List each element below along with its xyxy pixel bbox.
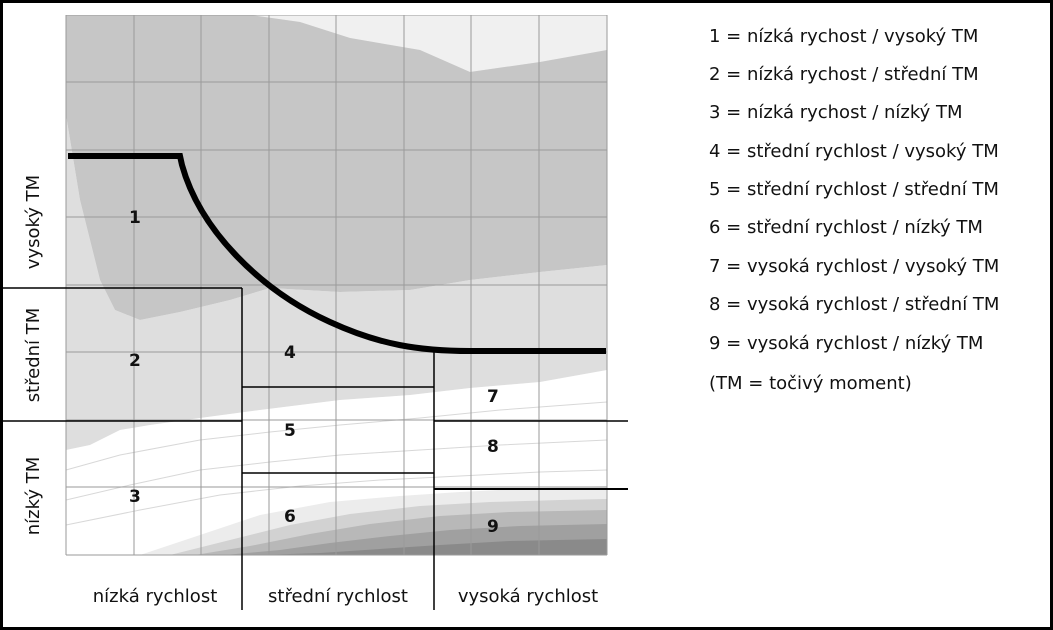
x-label-mid-speed: střední rychlost	[268, 586, 408, 607]
zone-9-label: 9	[487, 517, 499, 537]
max-torque-curve	[68, 153, 606, 354]
legend-item-2: 2 = nízká rychost / střední TM	[709, 64, 979, 85]
zone-6-label: 6	[284, 507, 296, 527]
contour-line	[65, 469, 608, 526]
zone-8-label: 8	[487, 437, 499, 457]
legend-item-1: 1 = nízká rychost / vysoký TM	[709, 26, 978, 47]
x-label-low-speed: nízká rychlost	[93, 586, 218, 607]
legend-item-6: 6 = střední rychlost / nízký TM	[709, 217, 983, 238]
plot-top-margin	[3, 3, 663, 15]
zone-5-label: 5	[284, 421, 296, 441]
zone-1-label: 1	[129, 208, 141, 228]
legend-item-4: 4 = střední rychlost / vysoký TM	[709, 141, 999, 162]
zone-2-label: 2	[129, 351, 141, 371]
zone-7-label: 7	[487, 387, 499, 407]
zone-partitions	[3, 287, 628, 610]
zone-3-label: 3	[129, 487, 141, 507]
legend: 1 = nízká rychost / vysoký TM 2 = nízká …	[709, 26, 999, 394]
legend-item-5: 5 = střední rychlost / střední TM	[709, 179, 999, 200]
zone-4-label: 4	[284, 343, 296, 363]
top-light-band	[66, 15, 607, 72]
legend-item-8: 8 = vysoká rychlost / střední TM	[709, 294, 999, 315]
y-label-low-torque: nízký TM	[23, 457, 44, 536]
y-label-high-torque: vysoký TM	[23, 175, 44, 269]
contour-line	[65, 401, 608, 471]
legend-item-3: 3 = nízká rychost / nízký TM	[709, 102, 963, 123]
legend-note: (TM = točivý moment)	[709, 373, 912, 394]
legend-item-9: 9 = vysoká rychlost / nízký TM	[709, 333, 983, 354]
x-label-high-speed: vysoká rychlost	[458, 586, 598, 607]
y-label-mid-torque: střední TM	[23, 308, 44, 403]
contour-map	[3, 3, 663, 556]
legend-item-7: 7 = vysoká rychlost / vysoký TM	[709, 256, 999, 277]
contour-line	[65, 439, 608, 501]
